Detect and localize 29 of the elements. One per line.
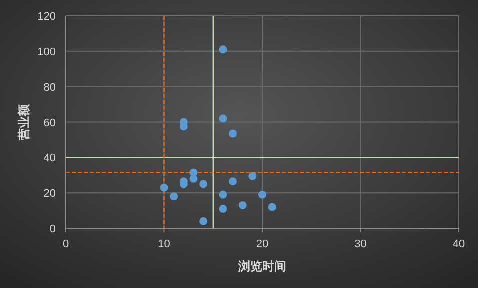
- point: [248, 172, 257, 180]
- y-tick-label: 100: [38, 46, 56, 58]
- x-tick-label: 30: [354, 238, 367, 250]
- y-tick-label: 60: [44, 117, 56, 130]
- point: [258, 190, 266, 199]
- point: [268, 203, 276, 212]
- x-axis-title: 浏览时间: [238, 260, 286, 274]
- point: [229, 178, 238, 186]
- x-tick-label: 40: [452, 238, 466, 250]
- point: [160, 184, 168, 192]
- point: [229, 130, 238, 138]
- point: [219, 190, 228, 199]
- x-tick-label: 0: [62, 238, 70, 250]
- point: [200, 180, 208, 188]
- y-tick-label: 20: [44, 188, 56, 200]
- point: [219, 114, 228, 123]
- y-tick-label: 40: [44, 152, 56, 165]
- y-tick-label: 120: [38, 11, 56, 23]
- x-tick-label: 10: [158, 238, 170, 250]
- point: [170, 192, 178, 201]
- point: [190, 174, 198, 183]
- y-tick-label: 0: [50, 224, 56, 236]
- point: [200, 217, 208, 226]
- x-tick-label: 20: [256, 238, 269, 250]
- y-axis-title: 营业额: [17, 103, 31, 142]
- point: [219, 205, 228, 214]
- y-tick-label: 80: [44, 82, 56, 94]
- point: [238, 201, 247, 210]
- point: [219, 46, 228, 54]
